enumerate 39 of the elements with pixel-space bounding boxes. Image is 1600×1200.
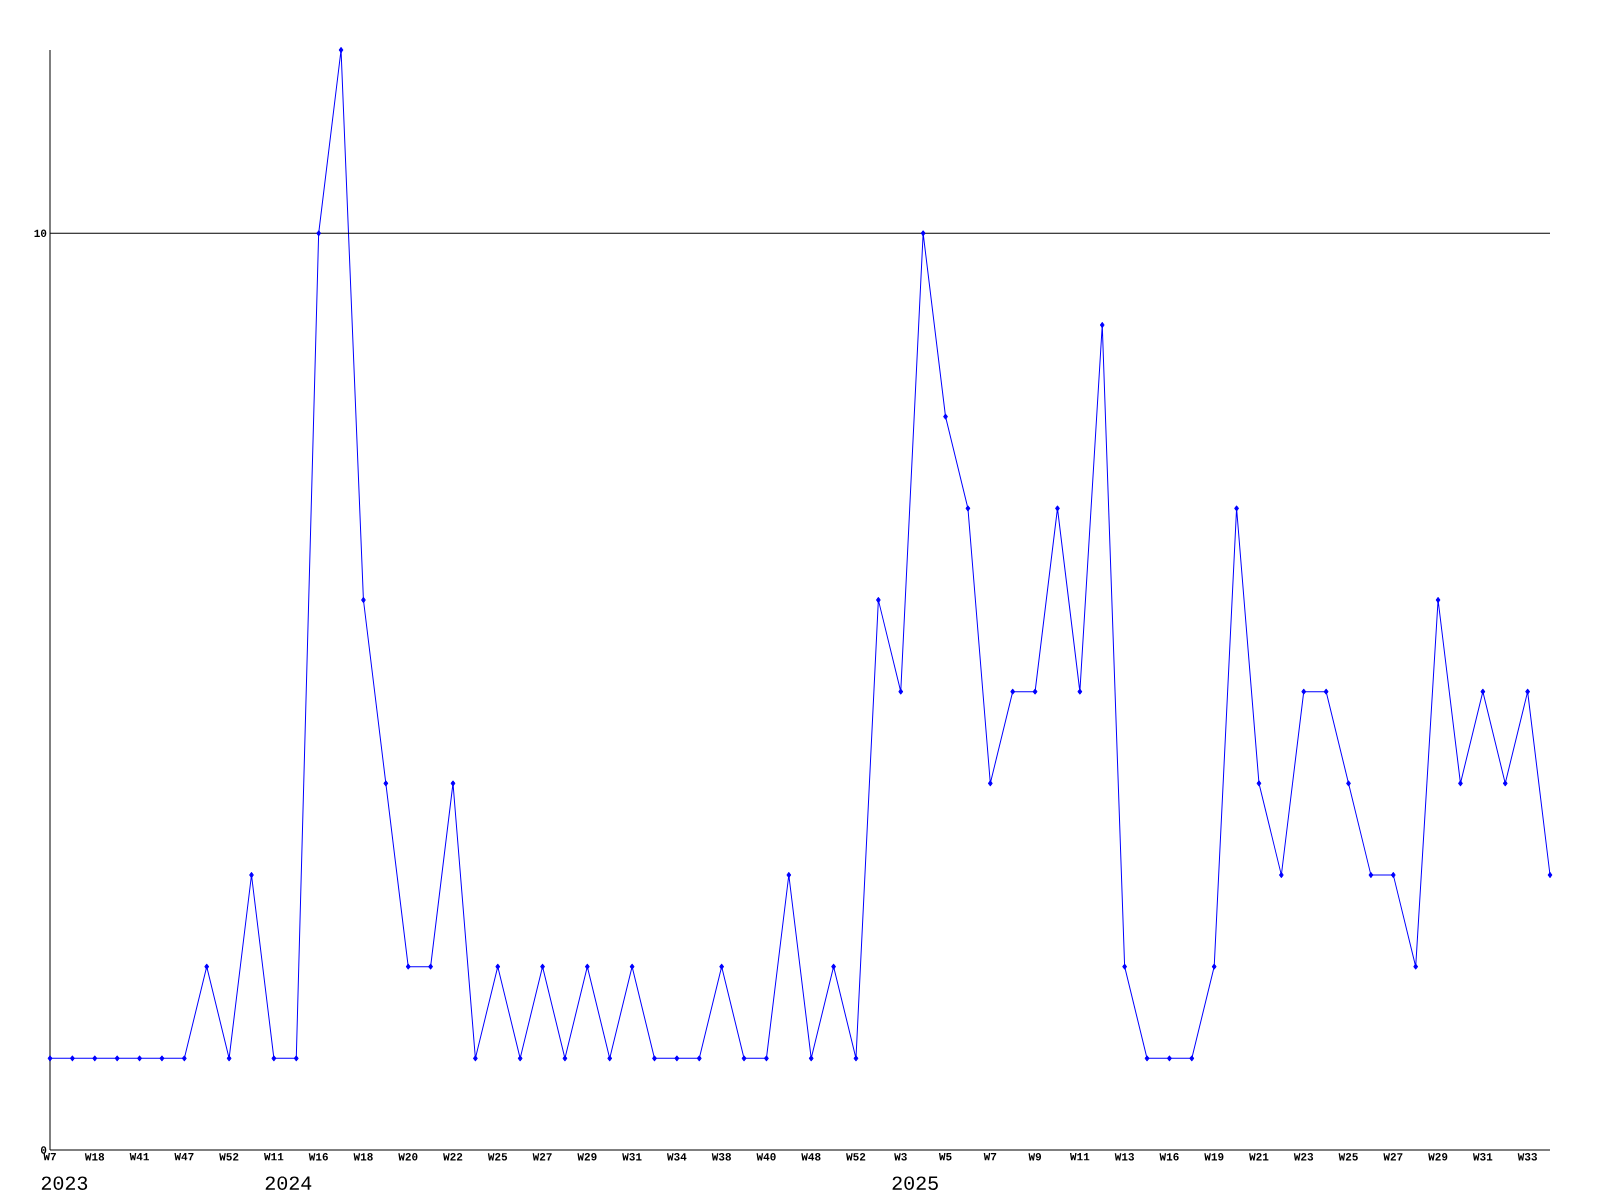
x-tick-label: W31: [622, 1153, 642, 1161]
x-tick-label: W29: [577, 1153, 597, 1161]
x-tick-label: W5: [938, 1153, 952, 1161]
x-tick-label: W22: [443, 1153, 463, 1161]
x-tick-label: W27: [1383, 1153, 1403, 1161]
x-tick-label: W31: [1472, 1153, 1493, 1161]
x-tick-label: W52: [219, 1153, 239, 1161]
x-tick-label: W38: [711, 1153, 731, 1161]
x-tick-label: W20: [398, 1153, 418, 1161]
text: 2025: [892, 1176, 938, 1190]
text: 2024: [265, 1176, 312, 1190]
text: 2023: [41, 1176, 88, 1190]
x-tick-label: W7: [43, 1153, 56, 1161]
x-tick-label: W34: [666, 1153, 687, 1161]
x-tick-label: W16: [308, 1153, 328, 1161]
x-tick-label: W9: [1028, 1153, 1042, 1161]
x-tick-label: W11: [263, 1153, 284, 1161]
x-tick-label: W13: [1114, 1153, 1134, 1161]
x-tick-label: W29: [1428, 1153, 1448, 1161]
x-tick-label: W23: [1293, 1153, 1314, 1161]
x-tick-label: W33: [1517, 1153, 1537, 1161]
x-tick-label: W16: [1159, 1153, 1179, 1161]
x-tick-label: W25: [487, 1153, 508, 1161]
y-tick-label: 10: [34, 229, 47, 238]
x-tick-label: W47: [174, 1153, 194, 1161]
x-tick-label: W21: [1249, 1153, 1269, 1161]
x-tick-label: W25: [1338, 1153, 1358, 1161]
x-tick-label: W19: [1204, 1153, 1224, 1161]
x-tick-label: W48: [801, 1153, 821, 1161]
x-tick-label: W52: [846, 1153, 866, 1161]
x-tick-label: W3: [894, 1153, 907, 1161]
x-tick-label: W41: [129, 1153, 149, 1161]
x-tick-label: W7: [983, 1153, 997, 1161]
x-tick-label: W27: [532, 1153, 552, 1161]
x-tick-label: W40: [756, 1153, 776, 1161]
x-tick-label: W18: [84, 1153, 105, 1161]
y-tick-label: 0: [40, 1146, 47, 1154]
x-tick-label: W18: [353, 1153, 373, 1161]
x-tick-label: W11: [1069, 1153, 1090, 1161]
